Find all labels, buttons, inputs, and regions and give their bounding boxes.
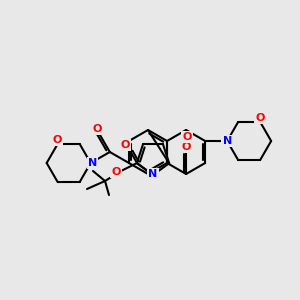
Text: O: O <box>256 113 265 123</box>
Text: O: O <box>53 135 62 145</box>
Text: O: O <box>182 142 191 152</box>
Text: O: O <box>182 132 192 142</box>
Text: N: N <box>88 158 97 168</box>
Text: N: N <box>148 169 158 179</box>
Text: N: N <box>223 136 232 146</box>
Text: O: O <box>120 140 130 150</box>
Text: O: O <box>92 124 101 134</box>
Text: O: O <box>111 167 121 177</box>
